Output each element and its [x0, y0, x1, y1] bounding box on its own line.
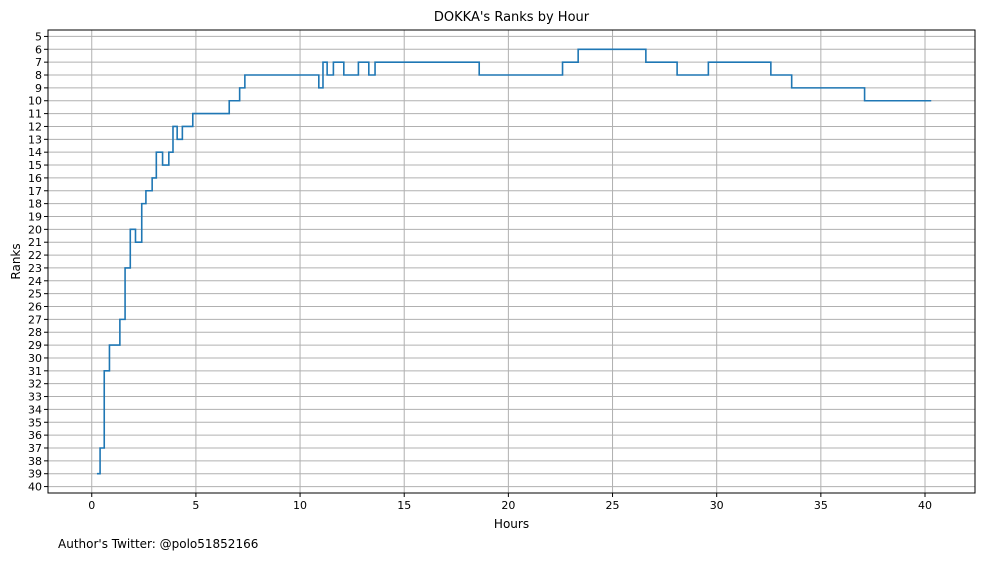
y-tick-label: 8 — [35, 69, 42, 82]
series-layer — [96, 48, 932, 475]
y-tick-label: 39 — [28, 468, 42, 481]
y-tick-label: 26 — [28, 301, 42, 314]
y-tick-label: 29 — [28, 339, 42, 352]
y-tick-label: 36 — [28, 429, 42, 442]
x-tick-label: 40 — [918, 499, 932, 512]
y-tick-label: 15 — [28, 159, 42, 172]
x-tick-label: 10 — [293, 499, 307, 512]
y-tick-label: 35 — [28, 416, 42, 429]
y-tick-label: 10 — [28, 95, 42, 108]
x-tick-label: 25 — [606, 499, 620, 512]
x-tick-label: 20 — [501, 499, 515, 512]
plot-frame — [47, 29, 976, 494]
y-tick-label: 12 — [28, 120, 42, 133]
x-axis-label: Hours — [494, 517, 529, 531]
y-tick-label: 16 — [28, 172, 42, 185]
y-tick-label: 17 — [28, 185, 42, 198]
y-tick-label: 37 — [28, 442, 42, 455]
grid-lines — [48, 30, 975, 493]
y-tick-label: 6 — [35, 43, 42, 56]
x-tick-label: 15 — [397, 499, 411, 512]
chart-title: DOKKA's Ranks by Hour — [434, 10, 590, 25]
y-tick-label: 40 — [28, 481, 42, 494]
y-tick-label: 18 — [28, 198, 42, 211]
y-tick-label: 28 — [28, 326, 42, 339]
y-tick-label: 21 — [28, 236, 42, 249]
y-tick-label: 20 — [28, 223, 42, 236]
y-tick-label: 7 — [35, 56, 42, 69]
y-tick-label: 33 — [28, 391, 42, 404]
y-tick-label: 14 — [28, 146, 42, 159]
y-tick-label: 30 — [28, 352, 42, 365]
y-tick-label: 24 — [28, 275, 42, 288]
rank-series-line — [96, 48, 932, 475]
y-tick-label: 11 — [28, 108, 42, 121]
y-tick-label: 31 — [28, 365, 42, 378]
y-tick-label: 25 — [28, 288, 42, 301]
y-tick-label: 38 — [28, 455, 42, 468]
x-tick-label: 5 — [192, 499, 199, 512]
y-tick-label: 19 — [28, 210, 42, 223]
y-tick-label: 32 — [28, 378, 42, 391]
author-credit: Author's Twitter: @polo51852166 — [58, 537, 258, 551]
y-tick-label: 13 — [28, 133, 42, 146]
x-tick-label: 35 — [814, 499, 828, 512]
y-tick-label: 27 — [28, 313, 42, 326]
x-tick-label: 0 — [88, 499, 95, 512]
x-tick-label: 30 — [710, 499, 724, 512]
y-tick-label: 34 — [28, 403, 42, 416]
y-axis: 5678910111213141516171819202122232425262… — [28, 30, 48, 494]
x-axis: 0 5 10 15 20 25 30 35 40 — [88, 493, 932, 512]
y-axis-label: Ranks — [9, 243, 23, 279]
y-tick-label: 5 — [35, 30, 42, 43]
y-tick-label: 23 — [28, 262, 42, 275]
y-tick-label: 9 — [35, 82, 42, 95]
y-tick-label: 22 — [28, 249, 42, 262]
